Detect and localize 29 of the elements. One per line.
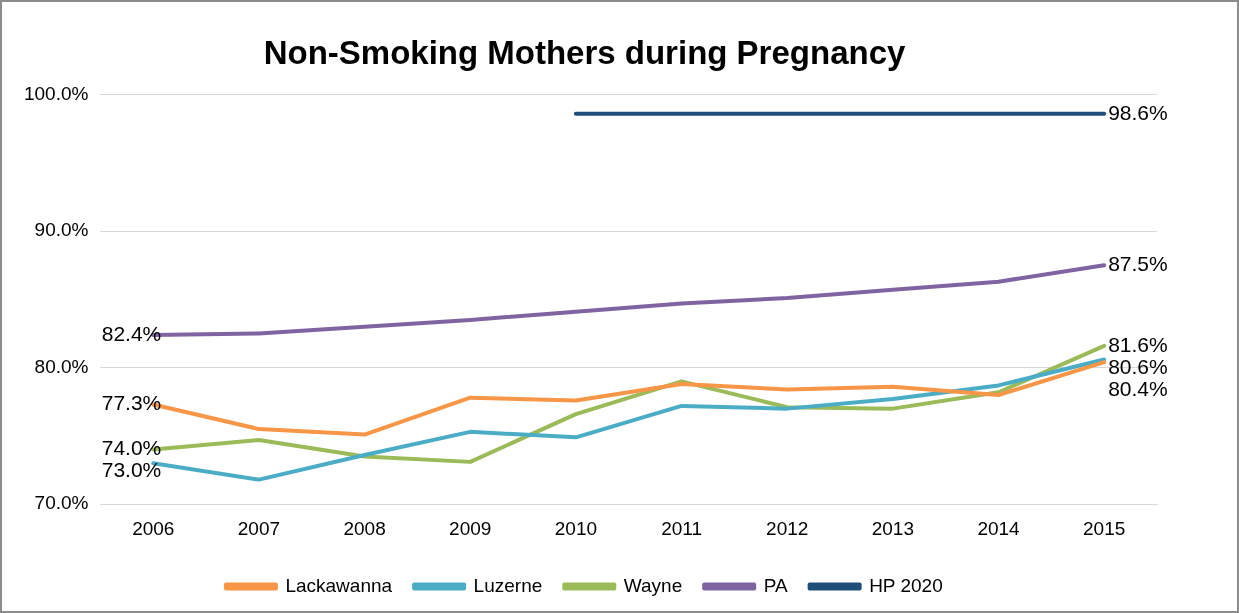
- x-tick-label: 2007: [237, 517, 281, 539]
- data-label: 74.0%: [101, 436, 162, 460]
- x-tick-label: 2012: [766, 517, 809, 539]
- data-label: 80.4%: [1108, 376, 1168, 400]
- x-tick-label: 2010: [554, 517, 598, 539]
- y-tick-label: 80.0%: [34, 355, 89, 377]
- data-label: 73.0%: [101, 458, 162, 482]
- x-tick-label: 2009: [449, 517, 492, 539]
- data-label: 87.5%: [1108, 252, 1168, 276]
- data-label: 81.6%: [1108, 332, 1168, 356]
- legend-label: Lackawanna: [285, 574, 393, 596]
- chart-title: Non-Smoking Mothers during Pregnancy: [263, 33, 906, 71]
- legend-label: Luzerne: [473, 574, 543, 596]
- legend-label: PA: [763, 574, 788, 596]
- x-tick-label: 2014: [977, 517, 1021, 539]
- data-label: 77.3%: [101, 391, 162, 415]
- data-label: 98.6%: [1108, 100, 1168, 124]
- legend-label: Wayne: [623, 574, 683, 596]
- y-tick-label: 100.0%: [23, 82, 89, 104]
- x-tick-label: 2006: [132, 517, 175, 539]
- legend-label: HP 2020: [869, 574, 943, 596]
- data-label: 82.4%: [101, 321, 162, 345]
- x-tick-label: 2013: [871, 517, 914, 539]
- y-tick-label: 90.0%: [34, 219, 89, 241]
- data-label: 80.6%: [1108, 354, 1168, 378]
- x-tick-label: 2008: [343, 517, 386, 539]
- x-tick-label: 2015: [1083, 517, 1126, 539]
- x-tick-label: 2011: [661, 517, 702, 539]
- y-tick-label: 70.0%: [34, 492, 89, 514]
